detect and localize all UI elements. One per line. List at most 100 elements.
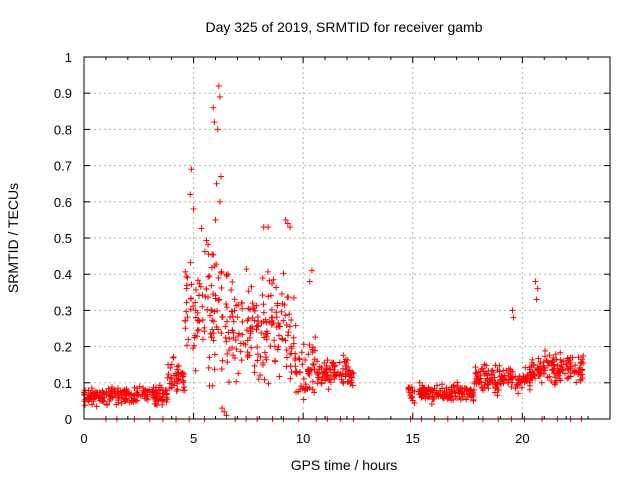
data-point — [448, 384, 455, 391]
data-point — [168, 361, 175, 368]
data-point — [580, 352, 587, 359]
data-point — [121, 391, 128, 398]
data-point — [232, 337, 239, 344]
data-point — [524, 371, 531, 378]
data-point — [308, 267, 315, 274]
data-point — [500, 380, 507, 387]
data-point — [163, 386, 170, 393]
data-point — [108, 387, 115, 394]
data-point — [228, 286, 235, 293]
data-point — [519, 376, 526, 383]
data-point — [274, 300, 281, 307]
data-point — [248, 344, 255, 351]
data-point — [271, 337, 278, 344]
data-point — [230, 352, 237, 359]
data-point — [405, 386, 412, 393]
data-point — [192, 332, 199, 339]
data-point — [223, 300, 230, 307]
data-point — [557, 357, 564, 364]
data-point — [318, 376, 325, 383]
data-point — [205, 273, 212, 280]
data-point — [323, 362, 330, 369]
data-point — [516, 373, 523, 380]
data-point — [179, 387, 186, 394]
data-point — [195, 317, 202, 324]
data-point — [259, 361, 266, 368]
data-point — [263, 356, 270, 363]
data-point — [194, 327, 201, 334]
data-point — [243, 327, 250, 334]
data-point — [187, 259, 194, 266]
data-point — [194, 277, 201, 284]
data-point — [408, 384, 415, 391]
data-point — [141, 391, 148, 398]
data-point — [210, 290, 217, 297]
data-point — [267, 343, 274, 350]
data-point — [321, 359, 328, 366]
data-point — [229, 344, 236, 351]
x-tick-label: 10 — [296, 431, 310, 446]
data-point — [218, 285, 225, 292]
data-point — [224, 359, 231, 366]
data-point — [561, 370, 568, 377]
data-point — [494, 380, 501, 387]
data-point — [268, 292, 275, 299]
y-tick-label: 0.5 — [54, 231, 72, 246]
data-point — [428, 401, 435, 408]
data-point — [275, 332, 282, 339]
data-point — [218, 268, 225, 275]
data-point — [542, 367, 549, 374]
data-point — [543, 357, 550, 364]
data-point — [472, 364, 479, 371]
data-point — [235, 333, 242, 340]
data-point — [439, 381, 446, 388]
data-point — [571, 367, 578, 374]
data-point — [225, 329, 232, 336]
data-point — [309, 378, 316, 385]
data-point — [273, 323, 280, 330]
data-point — [122, 392, 129, 399]
data-point — [238, 299, 245, 306]
data-point — [224, 318, 231, 325]
y-tick-label: 0.6 — [54, 195, 72, 210]
data-point — [93, 392, 100, 399]
data-point — [282, 312, 289, 319]
data-point — [416, 379, 423, 386]
y-axis-label: SRMTID / TECUs — [5, 183, 21, 293]
data-point — [159, 401, 166, 408]
data-point — [253, 323, 260, 330]
data-point — [557, 349, 564, 356]
data-point — [195, 326, 202, 333]
data-point — [192, 367, 199, 374]
data-point — [265, 293, 272, 300]
data-point — [99, 388, 106, 395]
data-point — [184, 274, 191, 281]
data-point — [534, 285, 541, 292]
data-point — [530, 361, 537, 368]
data-point — [553, 370, 560, 377]
data-point — [330, 366, 337, 373]
data-point — [98, 398, 105, 405]
data-point — [302, 381, 309, 388]
data-point — [266, 277, 273, 284]
data-point — [285, 294, 292, 301]
data-point — [459, 389, 466, 396]
data-point — [290, 340, 297, 347]
data-point — [229, 278, 236, 285]
data-point — [182, 317, 189, 324]
data-point — [194, 309, 201, 316]
x-tick-label: 0 — [80, 431, 87, 446]
data-point — [279, 300, 286, 307]
data-point — [522, 364, 529, 371]
data-point — [544, 374, 551, 381]
data-point — [309, 346, 316, 353]
data-point — [208, 282, 215, 289]
data-point — [253, 302, 260, 309]
data-point — [286, 311, 293, 318]
data-point — [185, 336, 192, 343]
data-point — [217, 173, 224, 180]
data-point — [325, 386, 332, 393]
data-point — [572, 362, 579, 369]
data-point — [199, 292, 206, 299]
data-point — [115, 397, 122, 404]
